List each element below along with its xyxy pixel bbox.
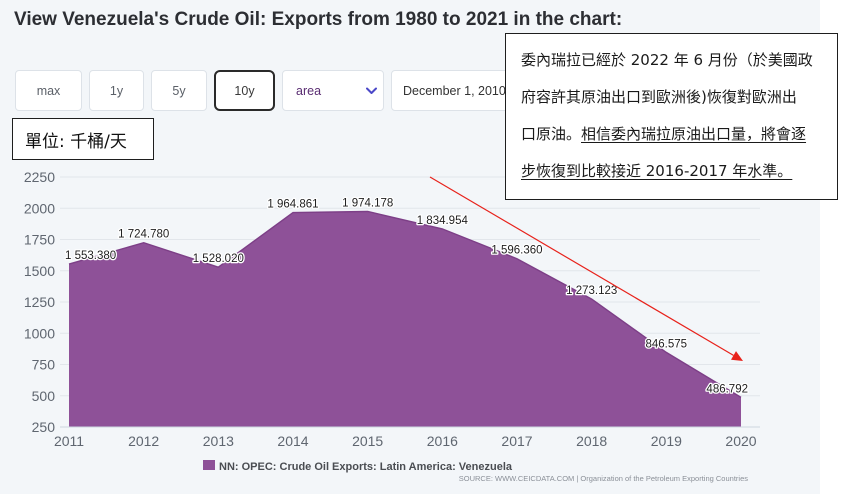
x-tick-label: 2017 <box>501 433 532 449</box>
data-label: 846.575 <box>646 338 688 350</box>
chart-type-select[interactable]: area <box>282 70 384 111</box>
data-label: 1 964.861 <box>267 199 318 211</box>
x-tick-label: 2013 <box>203 433 234 449</box>
annotation-text-underlined: 相信委內瑞拉原油出口量，將會逐 <box>581 125 807 143</box>
source-note: SOURCE: WWW.CEICDATA.COM | Organization … <box>459 474 749 483</box>
y-tick-label: 500 <box>32 388 56 404</box>
x-tick-label: 2011 <box>54 433 84 449</box>
annotation-line: 步恢復到比較接近 2016-2017 年水準。 <box>521 153 837 190</box>
data-label: 1 528.020 <box>193 253 244 265</box>
data-label: 1 834.954 <box>417 215 469 227</box>
y-tick-label: 250 <box>32 419 56 435</box>
data-label: 486.792 <box>706 383 748 395</box>
y-tick-label: 1750 <box>24 232 55 248</box>
range-button-5y[interactable]: 5y <box>151 70 207 111</box>
x-tick-label: 2019 <box>651 433 682 449</box>
range-button-max[interactable]: max <box>15 70 82 111</box>
legend-item[interactable]: NN: OPEC: Crude Oil Exports: Latin Ameri… <box>203 460 513 473</box>
area-series-fill <box>69 211 741 427</box>
legend-swatch <box>203 460 215 470</box>
arrow-head <box>731 351 743 361</box>
x-tick-label: 2016 <box>427 433 458 449</box>
range-button-10y[interactable]: 10y <box>214 70 275 111</box>
annotation-text: 府容許其原油出口到歐洲後)恢復對歐洲出 <box>521 88 797 106</box>
y-tick-label: 2000 <box>24 200 55 216</box>
annotation-text: 口原油。 <box>521 125 582 143</box>
data-label: 1 553.380 <box>65 250 116 262</box>
x-tick-label: 2020 <box>725 433 756 449</box>
chart-type-value: area <box>296 83 322 98</box>
start-date-value: December 1, 2010 <box>403 83 506 98</box>
area-series-line <box>68 210 742 398</box>
data-label: 1 724.780 <box>118 229 169 241</box>
y-tick-label: 2250 <box>24 169 55 185</box>
arrow-shaft <box>429 176 734 356</box>
data-label: 1 596.360 <box>491 245 542 257</box>
axes: 250 500 750 1000 1250 1500 1750 2000 2250 2011 201… <box>24 169 760 449</box>
annotation-text: 委內瑞拉已經於 2022 年 6 月份（於美國政 <box>521 51 813 69</box>
data-label: 1 273.123 <box>566 285 617 297</box>
range-button-1y[interactable]: 1y <box>89 70 144 111</box>
annotation-line: 口原油。相信委內瑞拉原油出口量，將會逐 <box>521 116 837 153</box>
unit-label-box: 單位: 千桶/天 <box>12 118 154 160</box>
x-tick-label: 2015 <box>352 433 383 449</box>
legend-label: NN: OPEC: Crude Oil Exports: Latin Ameri… <box>219 461 513 473</box>
y-tick-label: 750 <box>32 357 56 373</box>
y-tick-label: 1000 <box>24 325 55 341</box>
red-arrow-annotation <box>429 176 743 361</box>
annotation-line: 委內瑞拉已經於 2022 年 6 月份（於美國政 <box>521 42 837 79</box>
annotation-text-underlined: 步恢復到比較接近 2016-2017 年水準。 <box>521 162 793 180</box>
page-title: View Venezuela's Crude Oil: Exports from… <box>14 9 623 30</box>
series-layer <box>68 210 742 427</box>
x-tick-label: 2018 <box>576 433 607 449</box>
y-tick-label: 1500 <box>24 263 55 279</box>
y-tick-label: 1250 <box>24 294 55 310</box>
x-tick-label: 2014 <box>277 433 308 449</box>
area-chart: 250 500 750 1000 1250 1500 1750 2000 2250 2011 201… <box>24 169 760 483</box>
annotation-box: 委內瑞拉已經於 2022 年 6 月份（於美國政 府容許其原油出口到歐洲後)恢復… <box>505 33 838 200</box>
chevron-down-icon <box>366 87 377 94</box>
unit-label: 單位: 千桶/天 <box>25 131 127 152</box>
data-label: 1 974.178 <box>342 198 393 210</box>
x-tick-label: 2012 <box>128 433 159 449</box>
annotation-line: 府容許其原油出口到歐洲後)恢復對歐洲出 <box>521 79 837 116</box>
